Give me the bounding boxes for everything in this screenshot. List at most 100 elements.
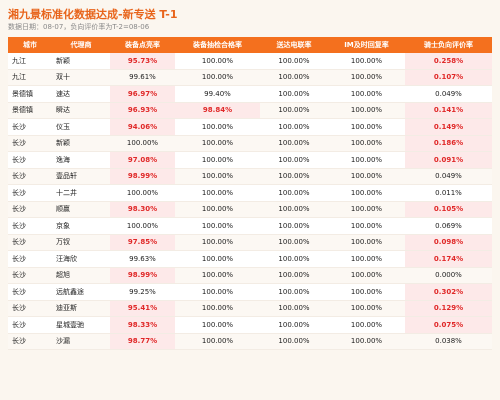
cell: 长沙 [8, 217, 52, 235]
cell: 远航鑫途 [52, 283, 110, 301]
cell: 100.00% [110, 135, 175, 152]
cell: 长沙 [8, 316, 52, 334]
cell: 新颖 [52, 53, 110, 70]
cell: 100.00% [328, 53, 405, 70]
cell: 100.00% [260, 201, 328, 218]
column-header: 装备抽检合格率 [175, 37, 260, 53]
cell: 98.33% [110, 316, 175, 334]
cell: 0.049% [405, 85, 492, 103]
cell: 100.00% [175, 118, 260, 136]
cell: 长沙 [8, 168, 52, 185]
cell: 100.00% [260, 283, 328, 301]
cell: 98.99% [110, 168, 175, 185]
cell: 100.00% [328, 69, 405, 86]
cell: 100.00% [175, 53, 260, 70]
cell: 100.00% [260, 333, 328, 350]
cell: 十二井 [52, 184, 110, 202]
cell: 0.038% [405, 333, 492, 350]
cell: 100.00% [175, 300, 260, 317]
column-header: 装备点亮率 [110, 37, 175, 53]
cell: 100.00% [175, 250, 260, 268]
cell: 逸海 [52, 151, 110, 169]
cell: 万钗 [52, 234, 110, 251]
cell: 100.00% [328, 283, 405, 301]
cell: 95.41% [110, 300, 175, 317]
cell: 九江 [8, 53, 52, 70]
cell: 长沙 [8, 151, 52, 169]
cell: 100.00% [175, 151, 260, 169]
cell: 100.00% [175, 201, 260, 218]
column-header: 骑士负向评价率 [405, 37, 492, 53]
cell: 瞬达 [52, 102, 110, 119]
table-row: 长沙 万钗 97.85% 100.00% 100.00% 100.00% 0.098% [8, 234, 492, 251]
cell: 顺赢 [52, 201, 110, 218]
cell: 双十 [52, 69, 110, 86]
cell: 迪亚斯 [52, 300, 110, 317]
cell: 长沙 [8, 250, 52, 268]
cell: 98.30% [110, 201, 175, 218]
cell: 100.00% [175, 69, 260, 86]
cell: 景德镇 [8, 102, 52, 119]
cell: 100.00% [110, 217, 175, 235]
cell: 99.63% [110, 250, 175, 268]
cell: 100.00% [175, 316, 260, 334]
cell: 100.00% [328, 316, 405, 334]
cell: 100.00% [328, 102, 405, 119]
table-row: 长沙 远航鑫途 99.25% 100.00% 100.00% 100.00% 0.302% [8, 283, 492, 301]
cell: 100.00% [328, 118, 405, 136]
cell: 96.93% [110, 102, 175, 119]
cell: 100.00% [260, 69, 328, 86]
cell: 100.00% [175, 184, 260, 202]
cell: 0.000% [405, 267, 492, 284]
cell: 景德镇 [8, 85, 52, 103]
table-row: 景德镇 瞬达 96.93% 98.84% 100.00% 100.00% 0.141% [8, 102, 492, 119]
cell: 100.00% [260, 53, 328, 70]
cell: 100.00% [328, 85, 405, 103]
cell: 100.00% [175, 283, 260, 301]
cell: 0.186% [405, 135, 492, 152]
cell: 100.00% [328, 184, 405, 202]
table-row: 长沙 汪海欣 99.63% 100.00% 100.00% 100.00% 0.174% [8, 250, 492, 268]
cell: 京象 [52, 217, 110, 235]
table-row: 长沙 京象 100.00% 100.00% 100.00% 100.00% 0.069% [8, 217, 492, 235]
cell: 长沙 [8, 267, 52, 284]
cell: 98.84% [175, 102, 260, 119]
cell: 100.00% [328, 201, 405, 218]
cell: 100.00% [328, 234, 405, 251]
cell: 100.00% [260, 234, 328, 251]
cell: 0.011% [405, 184, 492, 202]
cell: 99.40% [175, 85, 260, 103]
cell: 100.00% [260, 118, 328, 136]
cell: 100.00% [328, 250, 405, 268]
cell: 速达 [52, 85, 110, 103]
cell: 仪玉 [52, 118, 110, 136]
table-row: 长沙 超旭 98.99% 100.00% 100.00% 100.00% 0.000% [8, 267, 492, 284]
cell: 100.00% [175, 217, 260, 235]
cell: 100.00% [175, 234, 260, 251]
cell: 100.00% [328, 333, 405, 350]
cell: 100.00% [175, 333, 260, 350]
cell: 100.00% [260, 184, 328, 202]
cell: 100.00% [260, 300, 328, 317]
cell: 壹品轩 [52, 168, 110, 185]
cell: 99.61% [110, 69, 175, 86]
cell: 0.049% [405, 168, 492, 185]
cell: 长沙 [8, 234, 52, 251]
cell: 九江 [8, 69, 52, 86]
cell: 100.00% [328, 300, 405, 317]
table-row: 长沙 迪亚斯 95.41% 100.00% 100.00% 100.00% 0.129% [8, 300, 492, 317]
table-row: 长沙 新颖 100.00% 100.00% 100.00% 100.00% 0.186% [8, 135, 492, 152]
table-row: 长沙 星城壹驰 98.33% 100.00% 100.00% 100.00% 0.075% [8, 316, 492, 334]
data-table: 城市 代理商 装备点亮率 装备抽检合格率 送达电联率 IM及时回复率 骑士负向评价率 九江新… [8, 37, 492, 350]
cell: 0.069% [405, 217, 492, 235]
cell: 新颖 [52, 135, 110, 152]
table-row: 长沙 逸海 97.08% 100.00% 100.00% 100.00% 0.091% [8, 151, 492, 169]
cell: 0.107% [405, 69, 492, 86]
cell: 94.06% [110, 118, 175, 136]
column-header: 城市 [8, 37, 52, 53]
cell: 长沙 [8, 201, 52, 218]
cell: 0.149% [405, 118, 492, 136]
cell: 0.258% [405, 53, 492, 70]
table-row: 长沙 顺赢 98.30% 100.00% 100.00% 100.00% 0.105% [8, 201, 492, 218]
